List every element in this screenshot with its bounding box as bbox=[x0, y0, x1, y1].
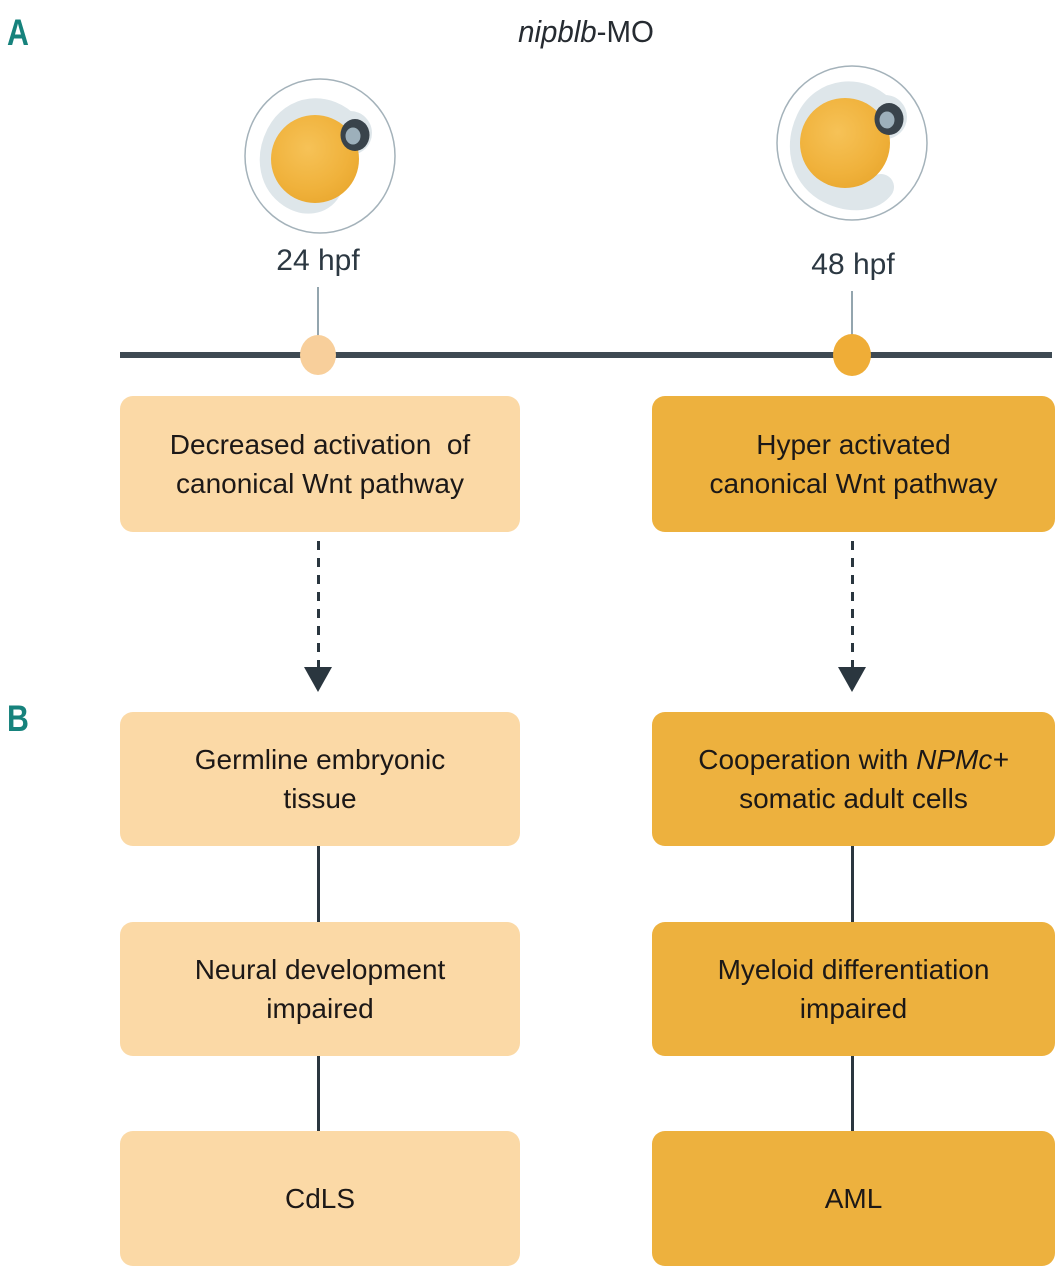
box-text: AML bbox=[824, 1183, 883, 1214]
box-aml: AML bbox=[652, 1131, 1055, 1266]
box-text: CdLS bbox=[284, 1183, 356, 1214]
gene-name-italic: nipblb bbox=[518, 14, 597, 49]
box-cooperation-npmc: Cooperation with NPMc+ somatic adult cel… bbox=[652, 712, 1055, 846]
connector-line bbox=[317, 1056, 320, 1131]
connector-line bbox=[851, 1056, 854, 1131]
stem-48hpf bbox=[851, 291, 853, 339]
box-text: Cooperation with NPMc+ somatic adult cel… bbox=[698, 740, 1008, 818]
box-germline-embryonic-tissue: Germline embryonic tissue bbox=[120, 712, 520, 846]
timeline-axis bbox=[120, 352, 1052, 358]
arrow-head-icon bbox=[838, 667, 866, 692]
zebrafish-embryo-24hpf-illustration bbox=[244, 78, 396, 234]
box-hyper-activated-wnt: Hyper activated canonical Wnt pathway bbox=[652, 396, 1055, 532]
yolk-sac bbox=[271, 115, 359, 203]
box-text-plain: Cooperation with bbox=[698, 744, 917, 775]
arrow-head-icon bbox=[304, 667, 332, 692]
box-myeloid-differentiation-impaired: Myeloid differentiation impaired bbox=[652, 922, 1055, 1056]
box-text: Neural development impaired bbox=[194, 954, 446, 1024]
box-neural-development-impaired: Neural development impaired bbox=[120, 922, 520, 1056]
embryo-eye-inner bbox=[879, 111, 895, 129]
connector-line bbox=[317, 846, 320, 922]
box-text-line2: somatic adult cells bbox=[739, 783, 968, 814]
box-text: Hyper activated canonical Wnt pathway bbox=[709, 429, 998, 499]
timeline-dot-48hpf bbox=[833, 334, 871, 376]
title-suffix: -MO bbox=[596, 14, 654, 49]
box-decreased-wnt-activation: Decreased activation of canonical Wnt pa… bbox=[120, 396, 520, 532]
timepoint-label-24hpf: 24 hpf bbox=[276, 244, 360, 277]
panel-label-b: B bbox=[7, 698, 29, 739]
zebrafish-embryo-48hpf-illustration bbox=[776, 65, 928, 221]
box-text: Myeloid differentiation impaired bbox=[717, 954, 990, 1024]
timeline-dot-24hpf bbox=[300, 335, 336, 375]
box-cdls: CdLS bbox=[120, 1131, 520, 1266]
yolk-sac bbox=[800, 98, 890, 188]
box-text: Decreased activation of canonical Wnt pa… bbox=[169, 429, 471, 499]
gene-name-npmc-italic: NPMc+ bbox=[916, 744, 1009, 775]
stem-24hpf bbox=[317, 287, 319, 339]
timepoint-label-48hpf: 48 hpf bbox=[811, 248, 895, 281]
dashed-arrow-line-left bbox=[317, 541, 320, 667]
connector-line bbox=[851, 846, 854, 922]
dashed-arrow-line-right bbox=[851, 541, 854, 667]
figure-title: nipblb-MO bbox=[518, 14, 654, 50]
panel-label-a: A bbox=[7, 12, 29, 53]
embryo-eye-inner bbox=[345, 127, 361, 145]
box-text: Germline embryonic tissue bbox=[194, 744, 446, 814]
